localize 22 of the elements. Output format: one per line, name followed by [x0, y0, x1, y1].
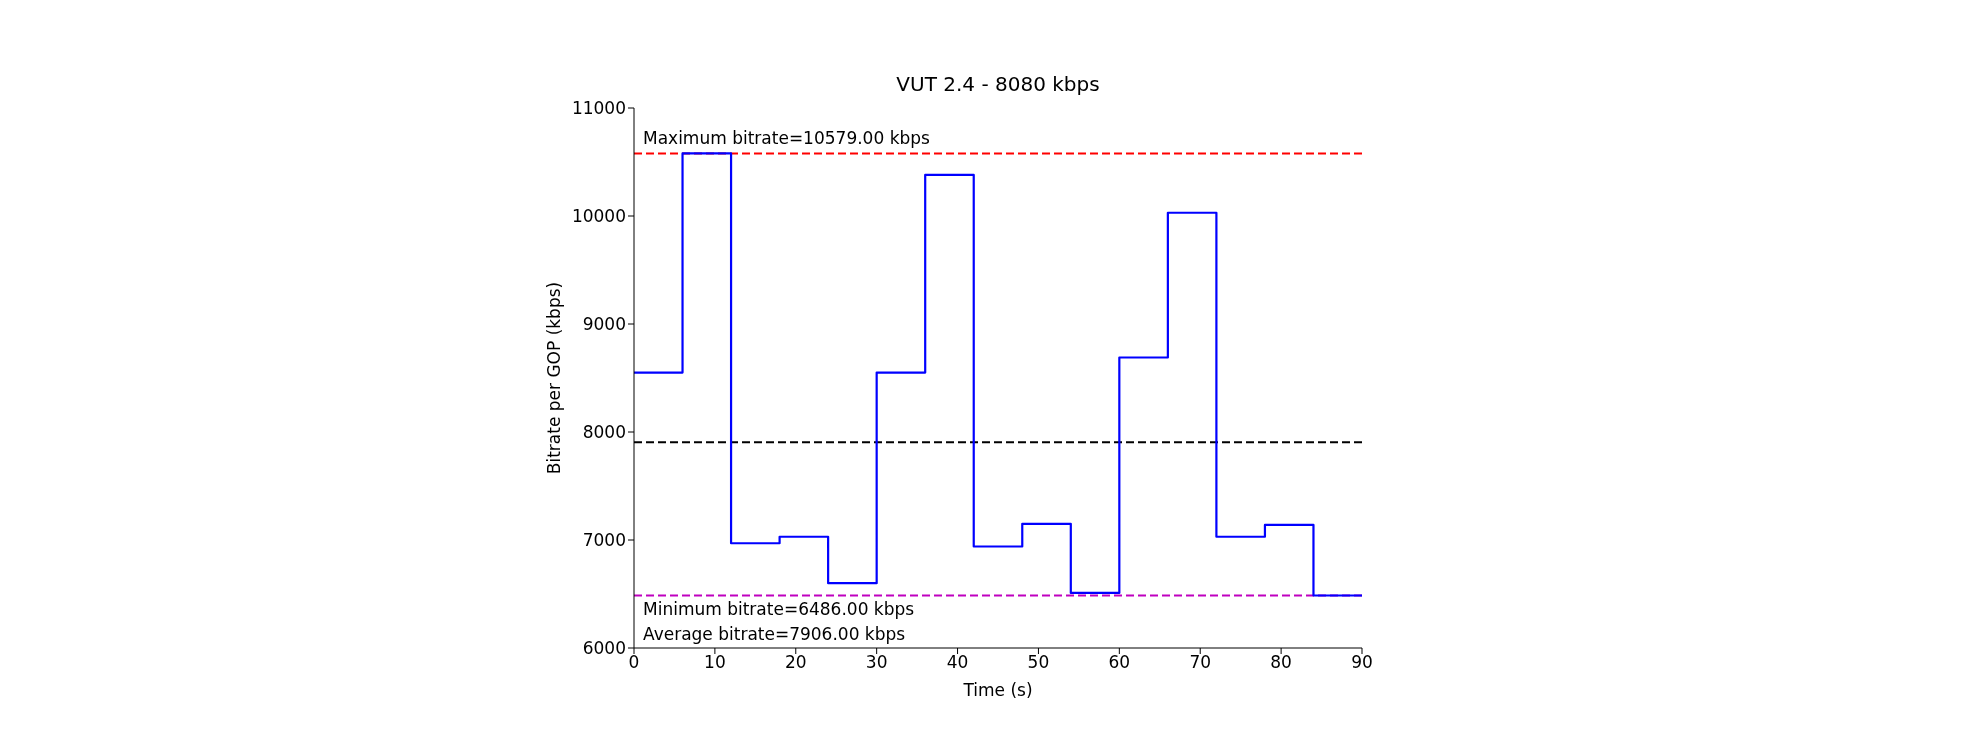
y-tick-label: 6000: [582, 638, 626, 659]
chart-title: VUT 2.4 - 8080 kbps: [895, 72, 1101, 96]
x-tick-label: 10: [704, 652, 726, 673]
x-tick-label: 70: [1189, 652, 1212, 673]
x-tick-label: 60: [1108, 652, 1131, 673]
ref-line-label: Maximum bitrate=10579.00 kbps: [643, 128, 930, 149]
x-tick-label: 80: [1270, 652, 1292, 673]
y-tick-label: 8000: [582, 422, 626, 443]
y-tick-label: 11000: [571, 98, 626, 119]
y-tick-label: 9000: [582, 314, 626, 335]
x-tick-label: 0: [628, 652, 640, 673]
x-tick-label: 30: [865, 652, 888, 673]
ref-line-label: Average bitrate=7906.00 kbps: [643, 623, 906, 644]
x-tick-label: 90: [1351, 652, 1373, 673]
y-tick-label: 7000: [582, 530, 626, 551]
y-tick-label: 10000: [571, 206, 626, 227]
ref-line-label: Minimum bitrate=6486.00 kbps: [643, 598, 915, 619]
x-tick-label: 50: [1027, 652, 1050, 673]
x-tick-label: 20: [784, 652, 807, 673]
y-axis-title: Bitrate per GOP (kbps): [544, 281, 565, 475]
x-tick-label: 40: [946, 652, 969, 673]
x-axis-title: Time (s): [962, 680, 1033, 700]
